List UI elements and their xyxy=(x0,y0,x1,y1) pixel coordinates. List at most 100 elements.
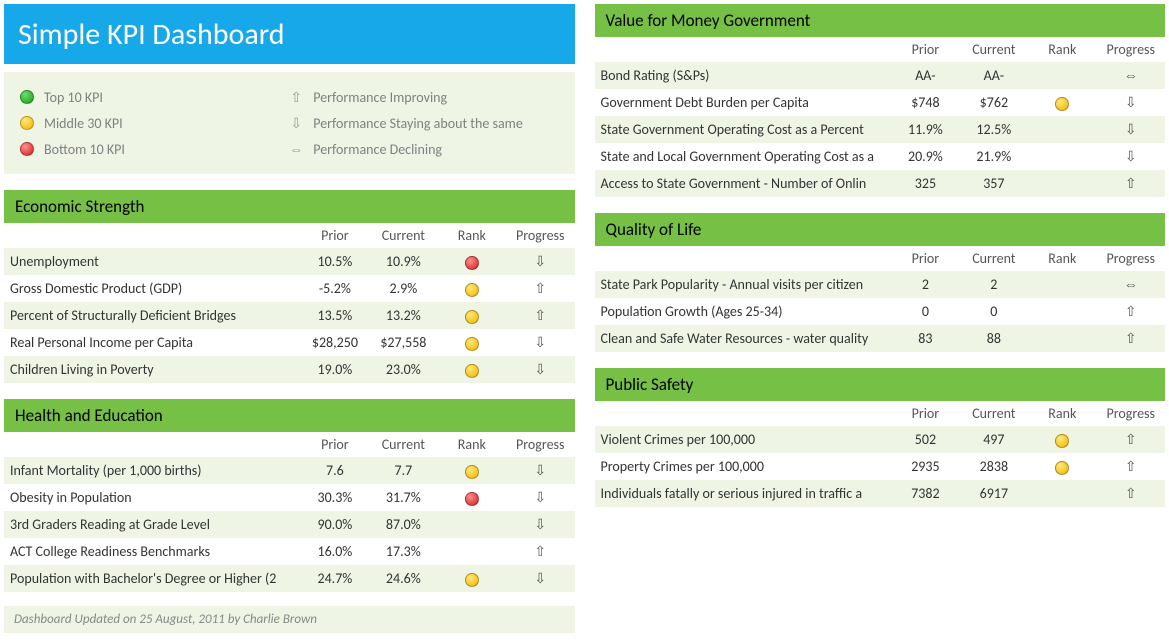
rank-dot-yellow-icon xyxy=(465,337,479,351)
rank-cell xyxy=(1028,325,1096,352)
kpi-table: PriorCurrentRankProgressState Park Popul… xyxy=(595,246,1166,352)
current-cell: 21.9% xyxy=(960,143,1028,170)
prior-cell: 7382 xyxy=(891,480,959,507)
table-row: State Park Popularity - Annual visits pe… xyxy=(595,271,1166,298)
prior-cell: 83 xyxy=(891,325,959,352)
prior-cell: 2935 xyxy=(891,453,959,480)
col-header-progress: Progress xyxy=(1097,246,1165,271)
col-header-metric xyxy=(4,223,301,248)
table-row: Bond Rating (S&Ps)AA-AA-⇔ xyxy=(595,62,1166,89)
prior-cell: 502 xyxy=(891,426,959,453)
metric-cell: Gross Domestic Product (GDP) xyxy=(4,275,301,302)
table-row: Real Personal Income per Capita$28,250$2… xyxy=(4,329,575,356)
rank-cell xyxy=(438,457,506,484)
col-header-metric xyxy=(595,246,892,271)
rank-cell xyxy=(1028,298,1096,325)
progress-cell: ⇩ xyxy=(506,484,574,511)
rank-cell xyxy=(438,302,506,329)
table-row: Unemployment10.5%10.9%⇩ xyxy=(4,248,575,275)
prior-cell: 7.6 xyxy=(301,457,369,484)
col-header-progress: Progress xyxy=(506,432,574,457)
prior-cell: 10.5% xyxy=(301,248,369,275)
table-row: Government Debt Burden per Capita$748$76… xyxy=(595,89,1166,116)
progress-cell: ⇩ xyxy=(1097,116,1165,143)
prior-cell: 13.5% xyxy=(301,302,369,329)
rank-cell xyxy=(1028,170,1096,197)
rank-cell xyxy=(1028,480,1096,507)
section-header: Economic Strength xyxy=(4,190,575,223)
table-row: Infant Mortality (per 1,000 births)7.67.… xyxy=(4,457,575,484)
col-header-rank: Rank xyxy=(438,223,506,248)
col-header-metric xyxy=(595,401,892,426)
rank-cell xyxy=(1028,89,1096,116)
rank-dot-yellow-icon xyxy=(1055,434,1069,448)
rank-dot-red-icon xyxy=(465,492,479,506)
footer-text: Dashboard Updated on 25 August, 2011 by … xyxy=(4,606,575,633)
progress-cell: ⇩ xyxy=(506,356,574,383)
col-header-metric xyxy=(4,432,301,457)
progress-cell: ⇩ xyxy=(506,457,574,484)
metric-cell: Government Debt Burden per Capita xyxy=(595,89,892,116)
current-cell: 24.6% xyxy=(369,565,437,592)
table-row: Violent Crimes per 100,000502497⇧ xyxy=(595,426,1166,453)
progress-cell: ⇧ xyxy=(1097,426,1165,453)
progress-cell: ⇩ xyxy=(506,329,574,356)
metric-cell: Clean and Safe Water Resources - water q… xyxy=(595,325,892,352)
col-header-current: Current xyxy=(369,223,437,248)
col-header-prior: Prior xyxy=(301,432,369,457)
metric-cell: ACT College Readiness Benchmarks xyxy=(4,538,301,565)
col-header-progress: Progress xyxy=(1097,401,1165,426)
metric-cell: Individuals fatally or serious injured i… xyxy=(595,480,892,507)
progress-cell: ⇧ xyxy=(1097,325,1165,352)
progress-cell: ⇩ xyxy=(506,565,574,592)
prior-cell: 30.3% xyxy=(301,484,369,511)
prior-cell: 11.9% xyxy=(891,116,959,143)
prior-cell: 325 xyxy=(891,170,959,197)
legend-label: Performance Staying about the same xyxy=(313,115,523,132)
rank-cell xyxy=(438,356,506,383)
legend-progress-item: ⇩Performance Staying about the same xyxy=(289,110,558,136)
col-header-prior: Prior xyxy=(301,223,369,248)
current-cell: 6917 xyxy=(960,480,1028,507)
rank-cell xyxy=(438,248,506,275)
metric-cell: State and Local Government Operating Cos… xyxy=(595,143,892,170)
kpi-table: PriorCurrentRankProgressInfant Mortality… xyxy=(4,432,575,592)
current-cell: 87.0% xyxy=(369,511,437,538)
section-header: Value for Money Government xyxy=(595,4,1166,37)
col-header-rank: Rank xyxy=(1028,401,1096,426)
prior-cell: AA- xyxy=(891,62,959,89)
current-cell: 10.9% xyxy=(369,248,437,275)
rank-dot-red xyxy=(20,142,34,156)
col-header-current: Current xyxy=(960,37,1028,62)
table-row: Population with Bachelor's Degree or Hig… xyxy=(4,565,575,592)
rank-cell xyxy=(1028,426,1096,453)
rank-dot-yellow-icon xyxy=(465,364,479,378)
col-header-rank: Rank xyxy=(1028,37,1096,62)
metric-cell: Population Growth (Ages 25-34) xyxy=(595,298,892,325)
rank-cell xyxy=(1028,453,1096,480)
kpi-section: Value for Money GovernmentPriorCurrentRa… xyxy=(595,4,1166,197)
current-cell: 17.3% xyxy=(369,538,437,565)
table-row: Clean and Safe Water Resources - water q… xyxy=(595,325,1166,352)
current-cell: 2 xyxy=(960,271,1028,298)
progress-cell: ⇩ xyxy=(1097,143,1165,170)
kpi-section: Public SafetyPriorCurrentRankProgressVio… xyxy=(595,368,1166,507)
rank-cell xyxy=(1028,116,1096,143)
dashboard-title: Simple KPI Dashboard xyxy=(4,4,575,64)
metric-cell: Bond Rating (S&Ps) xyxy=(595,62,892,89)
col-header-current: Current xyxy=(960,246,1028,271)
table-row: State Government Operating Cost as a Per… xyxy=(595,116,1166,143)
col-header-progress: Progress xyxy=(506,223,574,248)
legend-rank-item: Top 10 KPI xyxy=(20,84,289,110)
current-cell: 31.7% xyxy=(369,484,437,511)
rank-cell xyxy=(1028,62,1096,89)
table-row: Gross Domestic Product (GDP)-5.2%2.9%⇧ xyxy=(4,275,575,302)
col-header-progress: Progress xyxy=(1097,37,1165,62)
kpi-section: Economic StrengthPriorCurrentRankProgres… xyxy=(4,190,575,383)
prior-cell: -5.2% xyxy=(301,275,369,302)
rank-dot-red-icon xyxy=(465,256,479,270)
table-row: Property Crimes per 100,00029352838⇧ xyxy=(595,453,1166,480)
legend-label: Middle 30 KPI xyxy=(44,115,123,132)
metric-cell: State Government Operating Cost as a Per… xyxy=(595,116,892,143)
legend-label: Bottom 10 KPI xyxy=(44,141,125,158)
